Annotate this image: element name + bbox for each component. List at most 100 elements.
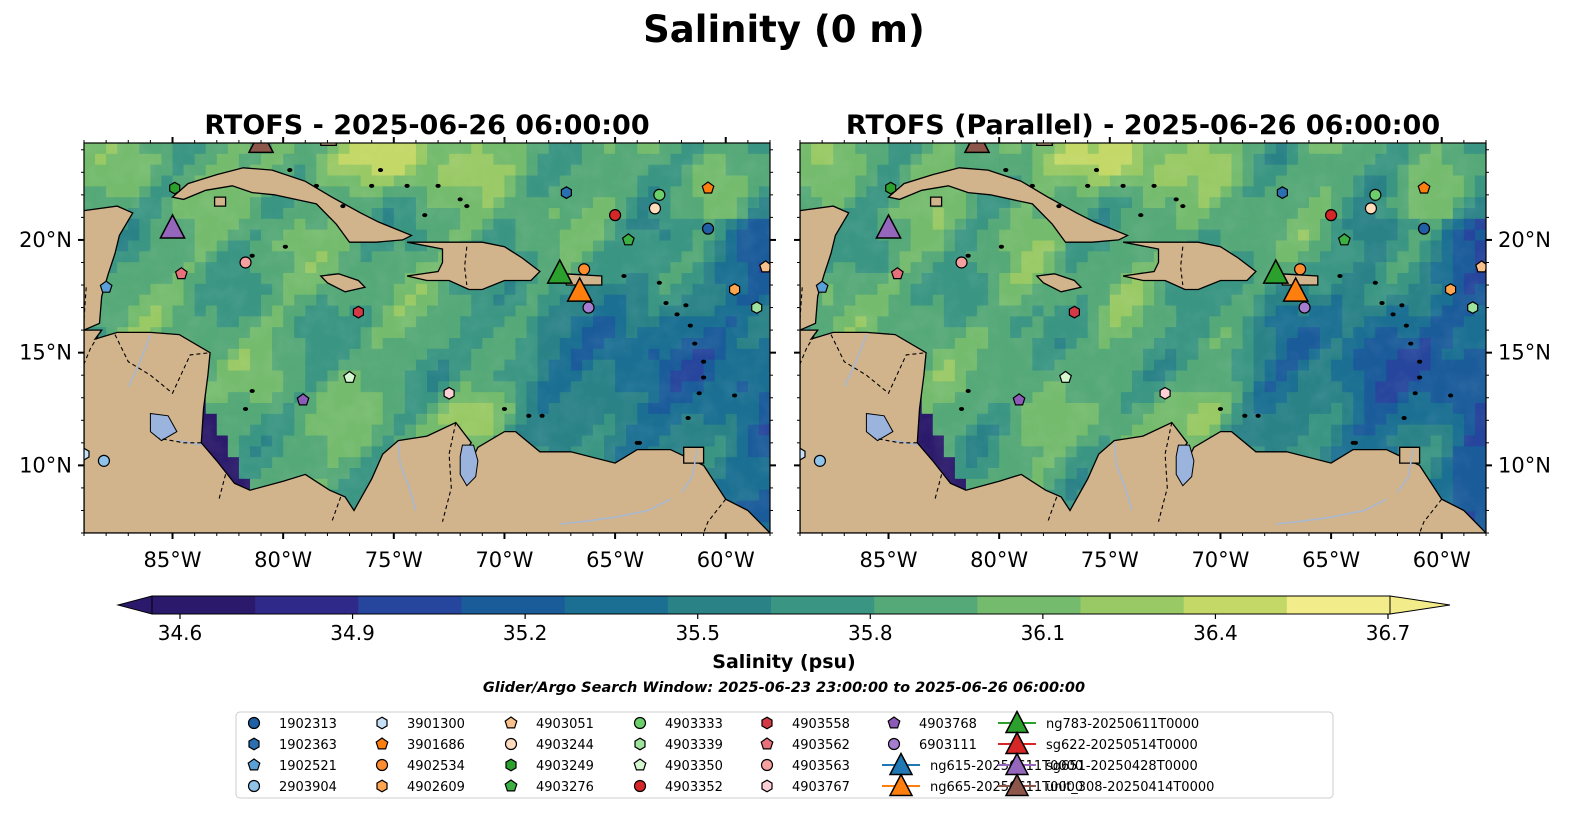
x-tick-label: 60°W	[697, 548, 755, 572]
legend-label: 4902609	[407, 780, 465, 795]
obs-4902609	[728, 283, 741, 296]
obs-1902363	[1276, 186, 1289, 200]
x-tick-label: 85°W	[860, 548, 918, 572]
obs-4903558	[352, 305, 364, 319]
observation-markers	[800, 143, 1486, 467]
legend-item: ng783-20250611T0000	[998, 709, 1199, 734]
legend-item: 4903563	[760, 758, 850, 774]
legend-item: sg622-20250514T0000	[998, 730, 1198, 755]
legend-label: 4903563	[792, 759, 850, 774]
obs-4903276	[1337, 233, 1351, 246]
search-window-text: Glider/Argo Search Window: 2025-06-23 23…	[483, 680, 1085, 696]
colorbar-segment	[255, 596, 359, 614]
colorbar: 34.6 34.9 35.2 35.5 35.8 36.1 36.4 36.7	[116, 595, 1451, 645]
x-tick-label: 80°W	[254, 548, 312, 572]
legend-marker-4902609	[376, 779, 388, 793]
legend-marker-4903333	[633, 716, 647, 730]
legend-marker-3901300	[376, 716, 388, 730]
land-trinidad	[1399, 446, 1421, 464]
obs-4903768	[296, 393, 310, 406]
land-central	[84, 329, 770, 533]
legend-item: 1902521	[247, 758, 337, 774]
legend-label: 2903904	[279, 780, 337, 795]
land-cuba	[887, 167, 1130, 243]
y-tick-label: 15°N	[19, 341, 72, 365]
legend-label: 4903562	[792, 738, 850, 753]
legend-item: 2903904	[247, 779, 337, 795]
lake-0	[1175, 444, 1195, 487]
figure-title: Salinity (0 m)	[643, 8, 925, 51]
obs-4903051	[1475, 260, 1486, 273]
legend-label: 4903350	[665, 759, 723, 774]
land-trinidad	[683, 446, 705, 464]
x-tick-label: 65°W	[586, 548, 644, 572]
colorbar-segment	[874, 596, 978, 614]
colorbar-segment	[152, 596, 256, 614]
observation-markers	[84, 143, 770, 467]
land-jamaica	[1035, 273, 1083, 293]
legend-label: ng615-20250611T0000	[930, 759, 1083, 774]
legend-item: 4903244	[504, 737, 594, 753]
obs-ng783-20250611T0000	[1262, 258, 1290, 284]
legend-item: 1902363	[248, 737, 337, 753]
map-panel-2: 85°W 80°W 75°W 70°W 65°W 60°W 20°N 15°N 10°N RTOF…	[794, 110, 1551, 572]
land-cuba	[171, 167, 414, 243]
legend-marker-1902521	[247, 758, 261, 771]
obs-4903352	[608, 209, 622, 222]
obs-6903111	[582, 301, 595, 314]
obs-4902534	[578, 263, 591, 276]
land-central	[800, 329, 1486, 533]
colorbar-tick-label: 35.5	[675, 621, 720, 645]
obs-unit_308-20250414T0000	[247, 143, 275, 154]
land-isla_juventud	[213, 196, 227, 207]
land-hispaniola	[1122, 241, 1257, 291]
obs-4903350	[343, 370, 357, 383]
obs-4903768	[1012, 393, 1026, 406]
axis-ticks	[78, 137, 776, 539]
legend-item: unit_308-20250414T0000	[998, 772, 1214, 797]
legend-label: sg651-20250428T0000	[1046, 759, 1198, 774]
legend-item: 4903249	[505, 758, 594, 774]
colorbar-tick-label: 35.2	[503, 621, 548, 645]
legend-item: 4902534	[375, 758, 465, 774]
y-tick-label: 10°N	[1498, 453, 1551, 477]
legend-item: 1902313	[247, 716, 337, 732]
obs-4903249	[885, 181, 897, 195]
legend-marker-2903904	[247, 779, 261, 793]
legend-marker-4902534	[375, 758, 389, 772]
legend-box	[235, 711, 1334, 799]
land-isla_juventud	[929, 196, 943, 207]
obs-4903563	[239, 256, 252, 269]
legend-marker-4903350	[633, 758, 647, 771]
legend-item: 4902609	[376, 779, 465, 795]
obs-ng665-20250611T0000	[1282, 276, 1310, 302]
legend-label: 6903111	[919, 738, 977, 753]
legend-label: 4903558	[792, 717, 850, 732]
legend-label: unit_308-20250414T0000	[1046, 780, 1214, 795]
obs-unit_308-20250414T0000	[963, 143, 991, 154]
legend-label: 4903244	[536, 738, 594, 753]
legend-item: 3901300	[376, 716, 465, 732]
x-tick-label: 60°W	[1413, 548, 1471, 572]
obs-4903350	[1059, 370, 1073, 383]
legend-item: 4903562	[760, 737, 850, 753]
legend-item: 4903767	[761, 779, 850, 795]
obs-sg651-20250428T0000	[875, 213, 902, 239]
x-tick-label: 85°W	[144, 548, 202, 572]
legend-label: sg622-20250514T0000	[1046, 738, 1198, 753]
obs-3901300	[800, 447, 806, 461]
legend-item: 4903352	[633, 779, 723, 795]
obs-2903904	[97, 454, 111, 467]
obs-4903767	[443, 386, 455, 400]
legend-label: ng783-20250611T0000	[1046, 717, 1199, 732]
legend-label: 4903276	[536, 780, 594, 795]
legend-item: 4903350	[633, 758, 723, 774]
obs-6903111	[1298, 301, 1311, 314]
legend-marker-4903562	[760, 737, 774, 750]
legend-label: 4903339	[665, 738, 723, 753]
panel-title: RTOFS (Parallel) - 2025-06-26 06:00:00	[846, 110, 1440, 141]
obs-4903339	[1467, 301, 1479, 314]
colorbar-extend-low	[116, 595, 153, 615]
colorbar-tick-label: 36.1	[1021, 621, 1066, 645]
